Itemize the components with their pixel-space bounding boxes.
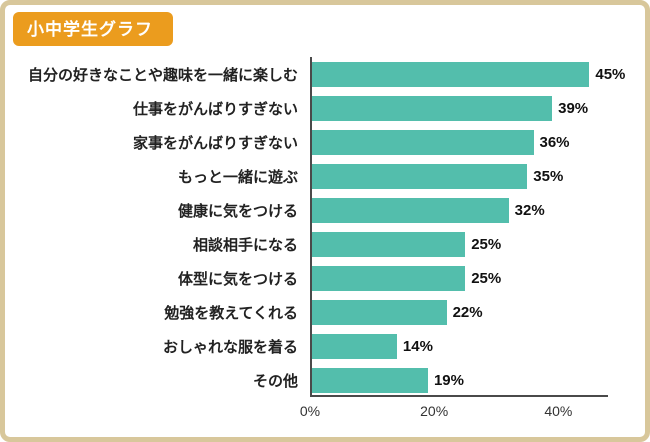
bar-chart: 自分の好きなことや趣味を一緒に楽しむ 45% 仕事をがんばりすぎない 39% 家… — [5, 57, 625, 421]
value-label: 45% — [595, 65, 626, 83]
category-label: 相談相手になる — [192, 236, 298, 254]
chart-row: 家事をがんばりすぎない 36% — [5, 125, 608, 159]
chart-row: おしゃれな服を着る 14% — [5, 329, 608, 363]
category-label: 仕事をがんばりすぎない — [132, 100, 298, 118]
bar — [310, 129, 534, 155]
category-label: おしゃれな服を着る — [162, 338, 298, 356]
category-label: 体型に気をつける — [177, 270, 298, 288]
bar — [310, 231, 466, 257]
x-axis-line — [310, 395, 608, 397]
chart-title: 小中学生グラフ — [27, 20, 153, 39]
row-plot: 32% — [310, 193, 608, 227]
chart-row: 勉強を教えてくれる 22% — [5, 295, 608, 329]
x-tick-label: 20% — [420, 403, 449, 419]
value-label: 19% — [433, 371, 464, 389]
bar — [310, 163, 528, 189]
value-label: 36% — [539, 133, 570, 151]
chart-row: 自分の好きなことや趣味を一緒に楽しむ 45% — [5, 57, 625, 91]
bar — [310, 95, 553, 121]
value-label: 25% — [471, 235, 502, 253]
value-label: 14% — [402, 337, 433, 355]
chart-row: もっと一緒に遊ぶ 35% — [5, 159, 608, 193]
chart-row: 健康に気をつける 32% — [5, 193, 608, 227]
x-axis-ticks: 0% 20% 40% — [300, 397, 608, 421]
bar — [310, 367, 428, 393]
value-label: 22% — [452, 303, 483, 321]
row-plot: 25% — [310, 261, 608, 295]
bar — [310, 299, 447, 325]
chart-row: その他 19% — [5, 363, 608, 397]
value-label: 35% — [533, 167, 564, 185]
x-tick-label: 0% — [299, 403, 321, 419]
value-label: 32% — [514, 201, 545, 219]
bar — [310, 265, 466, 291]
row-plot: 39% — [310, 91, 608, 125]
chart-row: 仕事をがんばりすぎない 39% — [5, 91, 608, 125]
value-label: 25% — [471, 269, 502, 287]
row-plot: 35% — [310, 159, 608, 193]
y-axis-line — [310, 57, 312, 397]
category-label: もっと一緒に遊ぶ — [177, 168, 298, 186]
chart-plot-area: 自分の好きなことや趣味を一緒に楽しむ 45% 仕事をがんばりすぎない 39% 家… — [5, 57, 625, 397]
chart-row: 相談相手になる 25% — [5, 227, 608, 261]
row-plot: 19% — [310, 363, 608, 397]
chart-title-badge: 小中学生グラフ — [13, 12, 173, 46]
bar — [310, 333, 397, 359]
row-plot: 45% — [310, 57, 625, 91]
chart-row: 体型に気をつける 25% — [5, 261, 608, 295]
x-tick-label: 40% — [544, 403, 573, 419]
category-label: その他 — [252, 372, 298, 390]
row-plot: 14% — [310, 329, 608, 363]
category-label: 勉強を教えてくれる — [164, 304, 298, 322]
category-label: 家事をがんばりすぎない — [132, 134, 298, 152]
bar — [310, 197, 509, 223]
category-label: 自分の好きなことや趣味を一緒に楽しむ — [27, 66, 298, 84]
row-plot: 25% — [310, 227, 608, 261]
bar — [310, 61, 590, 87]
value-label: 39% — [558, 99, 589, 117]
row-plot: 36% — [310, 125, 608, 159]
row-plot: 22% — [310, 295, 608, 329]
category-label: 健康に気をつける — [177, 202, 298, 220]
